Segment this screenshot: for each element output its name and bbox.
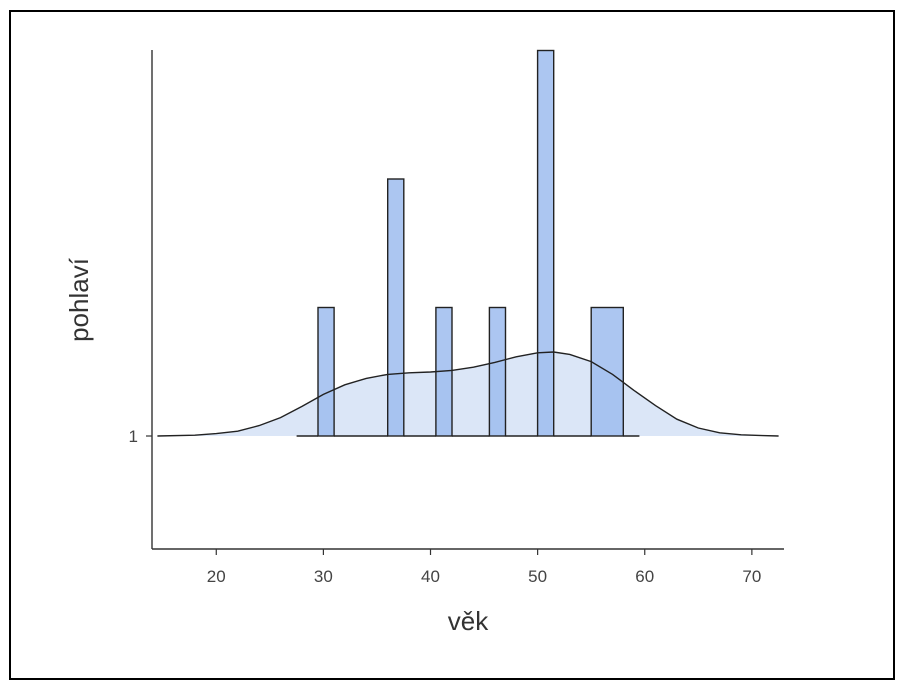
chart: 20 30 40 50 60 70 1 věk pohlaví xyxy=(64,49,784,636)
histogram-bar-4 xyxy=(488,306,507,437)
x-axis-title: věk xyxy=(448,606,489,636)
y-axis-title: pohlaví xyxy=(64,257,94,342)
y-ticks: 1 xyxy=(129,427,152,446)
x-tick-label-60: 60 xyxy=(635,567,654,586)
x-tick-label-30: 30 xyxy=(314,567,333,586)
chart-frame: 20 30 40 50 60 70 1 věk pohlaví xyxy=(9,10,895,680)
x-ticks: 20 30 40 50 60 70 xyxy=(207,549,761,586)
x-tick-label-20: 20 xyxy=(207,567,226,586)
density-curve-layer xyxy=(157,351,779,437)
density-curve xyxy=(157,351,779,437)
x-tick-label-70: 70 xyxy=(742,567,761,586)
histogram-bar-1 xyxy=(317,306,335,437)
y-tick-label-1: 1 xyxy=(129,427,138,446)
histogram-bar-5 xyxy=(536,49,555,437)
x-tick-label-50: 50 xyxy=(528,567,547,586)
axes xyxy=(151,50,784,550)
x-tick-label-40: 40 xyxy=(421,567,440,586)
histogram-bar-2 xyxy=(387,178,405,437)
